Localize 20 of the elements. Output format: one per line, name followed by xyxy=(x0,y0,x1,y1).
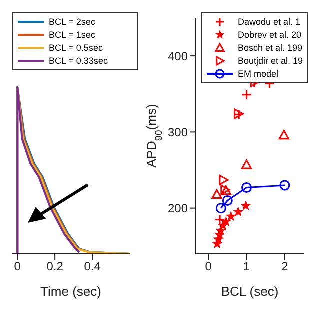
legend-label: Boutjdir et al. 19 xyxy=(238,56,303,66)
x-tick-label: 1 xyxy=(243,260,250,274)
legend-label: BCL = 0.33sec xyxy=(49,56,108,66)
legend-label: BCL = 0.5sec xyxy=(49,42,103,52)
x-tick-label: 0.2 xyxy=(46,260,64,274)
x-axis-title: BCL (sec) xyxy=(221,284,279,299)
y-tick-label: 200 xyxy=(168,202,188,216)
x-tick-label: 0 xyxy=(14,260,22,274)
x-tick-label: 0.4 xyxy=(84,260,102,274)
legend-label: BCL = 2sec xyxy=(49,16,96,26)
legend-label: EM model xyxy=(238,68,278,78)
legend-label: BCL = 1sec xyxy=(49,30,96,40)
legend-label: Dobrev et al. 20 xyxy=(238,30,302,40)
legend-label: Dawodu et al. 1 xyxy=(238,16,300,26)
x-tick-label: 2 xyxy=(282,260,289,274)
y-tick-label: 400 xyxy=(168,49,188,64)
x-axis-title: Time (sec) xyxy=(40,284,102,299)
x-tick-label: 0 xyxy=(205,260,212,274)
legend-label: Bosch et al. 199 xyxy=(238,42,302,52)
y-tick-label: 300 xyxy=(168,125,188,140)
